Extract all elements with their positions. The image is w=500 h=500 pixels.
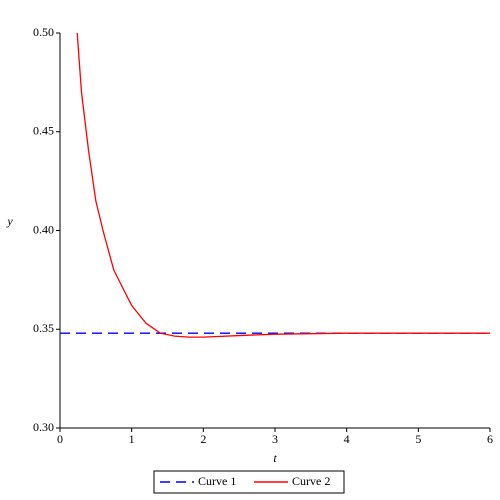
series-line: [76, 32, 490, 338]
legend-box: [153, 470, 345, 494]
x-tick-label: 0: [57, 432, 63, 446]
x-tick-label: 5: [415, 432, 421, 446]
legend-label: Curve 2: [292, 474, 330, 488]
y-tick-label: 0.50: [33, 25, 54, 39]
y-tick-label: 0.45: [33, 124, 54, 138]
y-tick-label: 0.35: [33, 321, 54, 335]
x-tick-label: 6: [487, 432, 493, 446]
y-axis-label: y: [6, 214, 13, 228]
y-tick-label: 0.40: [33, 222, 54, 236]
x-tick-label: 3: [272, 432, 278, 446]
legend-label: Curve 1: [198, 474, 236, 488]
x-axis-label: t: [273, 451, 277, 465]
x-tick-label: 2: [200, 432, 206, 446]
y-tick-label: 0.30: [33, 420, 54, 434]
x-tick-label: 1: [129, 432, 135, 446]
x-tick-label: 4: [344, 432, 350, 446]
